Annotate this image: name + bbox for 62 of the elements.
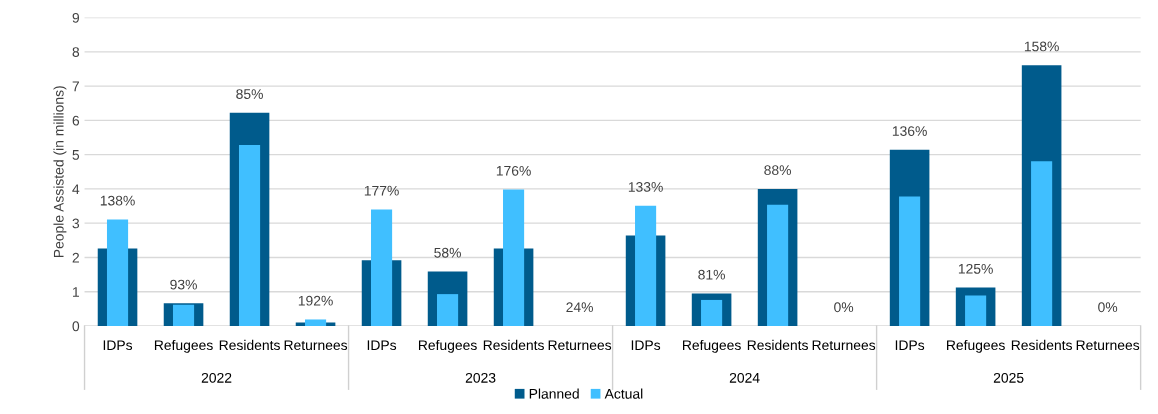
x-tick-label: Refugees [947,339,1005,353]
y-tick-label: 8 [72,47,80,57]
annotation: 0% [834,302,854,313]
x-tick-label: Residents [747,339,808,351]
annotation: 88% [764,165,791,176]
x-tick-label: Refugees [154,339,213,353]
text: 2023 [465,372,496,383]
x-tick-label: IDPs [895,340,925,351]
legend-label: Actual [604,388,643,399]
x-tick-label: IDPs [631,340,661,351]
bar [503,189,525,326]
bar [238,145,261,326]
x-tick-label: Returnees [1076,340,1140,351]
bar [701,299,723,326]
x-tick-label: Residents [1011,339,1072,351]
annotation: 58% [434,247,461,258]
bar [899,196,921,326]
text: 2025 [993,372,1024,383]
annotation: 177% [364,185,399,196]
annotation: 24% [566,302,593,313]
bar [965,295,987,326]
y-tick-label: 1 [73,287,79,297]
y-tick-label: 6 [72,115,80,126]
x-tick-label: Returnees [548,340,612,351]
text: 2022 [201,372,232,383]
y-tick-label: 5 [72,150,80,160]
bar [437,294,459,326]
x-tick-label: Residents [219,339,280,351]
annotation: 176% [496,165,531,176]
annotation: 192% [298,295,333,306]
x-tick-label: Refugees [683,339,741,353]
bar [635,205,657,326]
annotation: 0% [1098,302,1118,313]
y-tick-label: 3 [72,218,80,229]
legend-label: Planned [529,388,579,399]
annotation: 125% [958,263,993,274]
annotation: 133% [628,182,663,192]
bar [371,209,393,326]
y-tick-label: 2 [72,252,79,263]
x-tick-label: Residents [483,339,544,351]
annotation: 158% [1024,41,1059,52]
x-tick-label: Returnees [284,340,348,351]
x-tick-label: IDPs [367,340,397,351]
x-tick-label: Returnees [812,340,876,351]
y-tick-label: 4 [72,184,80,194]
y-tick-label: 7 [72,81,79,92]
bar [172,304,195,326]
annotation: 93% [170,279,197,290]
y-tick-label: 9 [72,12,80,23]
x-tick-label: IDPs [103,340,133,351]
annotation: 136% [892,126,927,136]
bar [767,204,789,326]
x-tick-label: Refugees [418,339,477,353]
y-tick-label: 0 [72,321,80,332]
annotation: 81% [698,269,725,280]
bar [304,319,327,326]
y-axis-title: People Assisted (in millions) [53,86,67,258]
text: 2024 [729,372,760,383]
bar [106,219,129,326]
annotation: 138% [100,195,135,206]
bar [1031,161,1053,326]
annotation: 85% [236,89,263,99]
